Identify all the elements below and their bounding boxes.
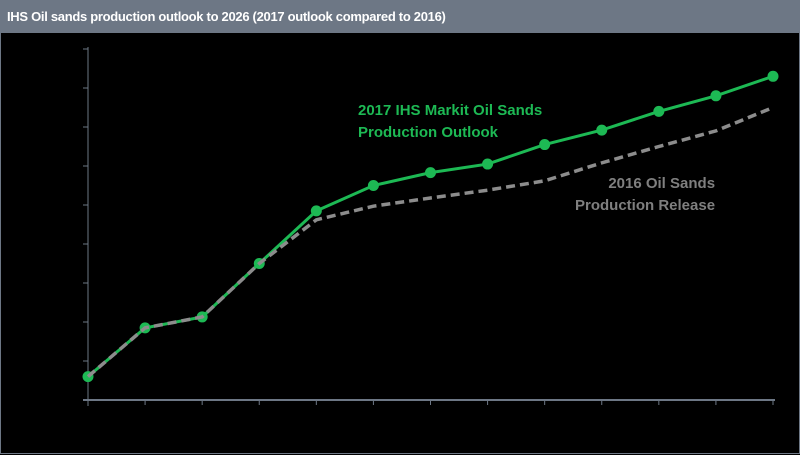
data-point-2017 [710, 90, 722, 102]
data-point-2017 [367, 180, 379, 191]
data-point-2017 [482, 158, 494, 170]
data-point-2017 [310, 205, 322, 217]
data-point-2017 [596, 124, 608, 136]
series-2016-line [86, 105, 774, 378]
data-point-2017 [539, 139, 551, 151]
title-bar: IHS Oil sands production outlook to 2026… [0, 0, 800, 33]
legend-2017-line2: Production Outlook [358, 124, 498, 141]
data-point-2017 [767, 70, 779, 82]
legend-label-2017: 2017 IHS Markit Oil Sands Production Out… [358, 100, 542, 144]
legend-2017-line1: 2017 IHS Markit Oil Sands [358, 102, 543, 119]
legend-2016-line1: 2016 Oil Sands [608, 175, 716, 192]
chart-title: IHS Oil sands production outlook to 2026… [7, 9, 446, 24]
legend-2016-line2: Production Release [575, 197, 716, 214]
data-point-2017 [653, 105, 665, 117]
data-point-2017 [425, 167, 436, 179]
legend-label-2016: 2016 Oil Sands Production Release [575, 173, 715, 217]
